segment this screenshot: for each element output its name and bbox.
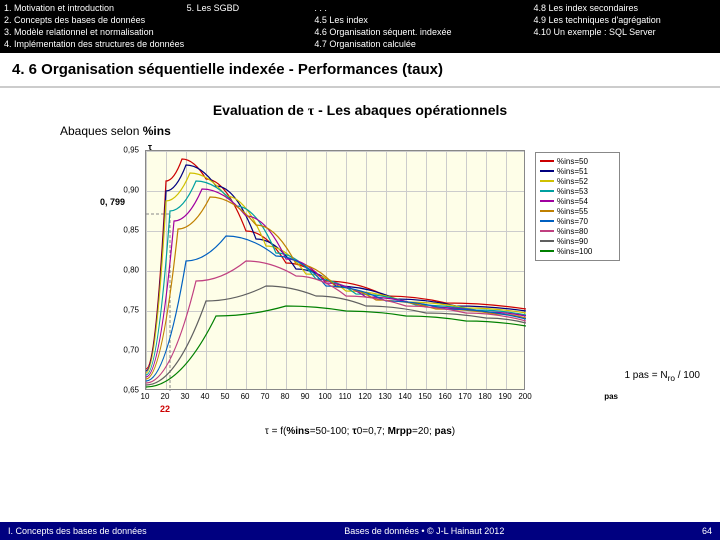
formula: τ = f(%ins=50-100; τ0=0,7; Mrpp=20; pas) — [0, 426, 720, 437]
banner-col2: 5. Les SGBD — [187, 2, 315, 51]
y-axis: 0,950,900,850,800,750,700,65 — [110, 150, 142, 390]
chart: τ 0, 799 0,950,900,850,800,750,700,65 10… — [100, 142, 620, 422]
chart-area — [145, 150, 525, 390]
top-banner: 1. Motivation et introduction2. Concepts… — [0, 0, 720, 53]
section-title: 4. 6 Organisation séquentielle indexée -… — [0, 53, 720, 88]
banner-col3: . . .4.5 Les index4.6 Organisation séque… — [314, 2, 533, 51]
legend: %ins=50%ins=51%ins=52%ins=53%ins=54%ins=… — [535, 152, 620, 261]
subsubtitle: Abaques selon %ins — [0, 124, 720, 138]
banner-col4: 4.8 Les index secondaires4.9 Les techniq… — [533, 2, 716, 51]
subtitle: Evaluation de τ - Les abaques opérationn… — [0, 102, 720, 120]
pas-label: pas — [604, 392, 618, 401]
footer-center: Bases de données • © J-L Hainaut 2012 — [344, 526, 504, 536]
footer-left: I. Concepts des bases de données — [8, 526, 147, 536]
banner-col1: 1. Motivation et introduction2. Concepts… — [4, 2, 187, 51]
side-note: 1 pas = Nro / 100 — [624, 370, 700, 383]
footer-right: 64 — [702, 526, 712, 536]
annot-bot: 22 — [160, 404, 170, 414]
footer: I. Concepts des bases de données Bases d… — [0, 522, 720, 540]
curves-svg — [146, 151, 526, 391]
